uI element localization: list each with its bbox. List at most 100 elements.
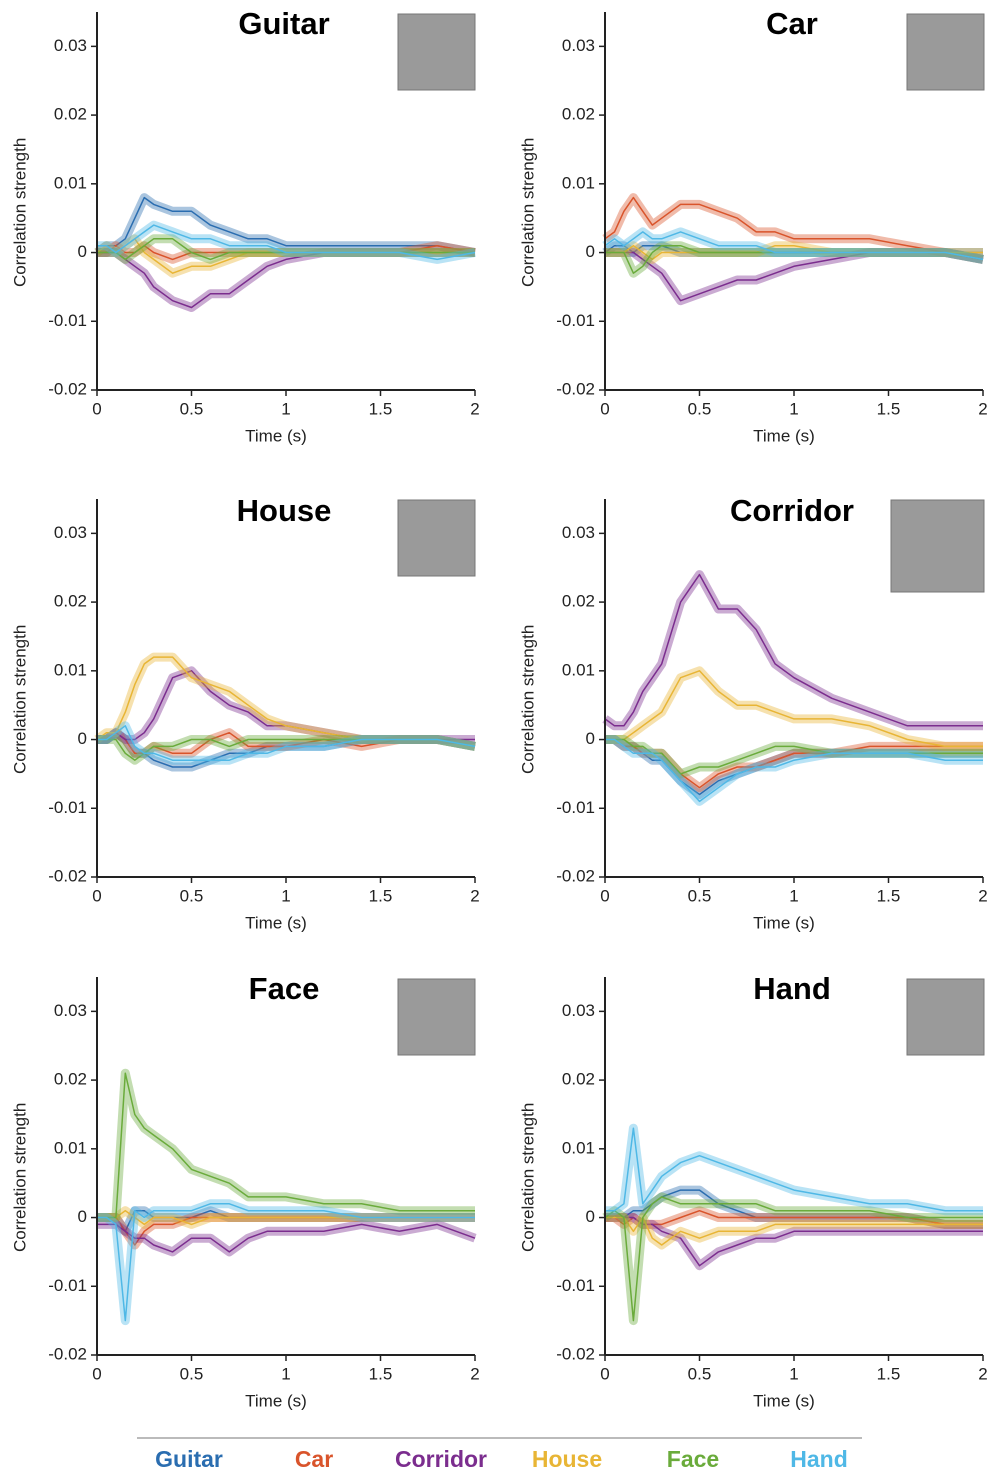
series-line [604, 573, 983, 727]
x-tick-label: 0.5 [688, 886, 712, 905]
thumbnail [906, 13, 985, 91]
y-tick-label: 0.02 [54, 592, 87, 611]
x-tick-label: 0 [92, 399, 101, 418]
y-tick-label: 0 [586, 242, 595, 261]
x-tick-label: 1 [281, 886, 290, 905]
x-axis-label: Time (s) [753, 426, 815, 445]
series-line [605, 1216, 983, 1246]
x-tick-label: 0 [600, 1364, 609, 1383]
x-tick-label: 2 [470, 886, 479, 905]
chart-title: Hand [753, 971, 831, 1006]
y-tick-label: -0.01 [556, 798, 595, 817]
thumbnail [890, 499, 985, 593]
series-line [605, 670, 983, 748]
y-tick-label: 0.02 [54, 1070, 87, 1089]
x-axis-label: Time (s) [753, 913, 815, 932]
x-tick-label: 1.5 [369, 399, 393, 418]
y-axis-label: Correlation strength [10, 138, 29, 287]
series-line [97, 725, 476, 761]
x-tick-label: 0 [92, 886, 101, 905]
x-tick-label: 1 [281, 399, 290, 418]
legend-entry: House [532, 1446, 602, 1472]
series-line [97, 1223, 476, 1253]
y-tick-label: 0.03 [562, 36, 595, 55]
x-axis-label: Time (s) [245, 426, 307, 445]
x-tick-label: 2 [978, 1364, 987, 1383]
y-tick-label: -0.02 [556, 379, 595, 398]
legend-entry: Guitar [155, 1446, 223, 1472]
y-tick-label: -0.02 [48, 866, 87, 885]
x-tick-label: 1 [789, 1364, 798, 1383]
legend-entry: Corridor [395, 1446, 487, 1472]
y-tick-label: 0 [586, 1207, 595, 1226]
y-tick-label: -0.01 [556, 1276, 595, 1295]
y-axis-label: Correlation strength [518, 1103, 537, 1252]
y-tick-label: -0.01 [48, 1276, 87, 1295]
x-axis-label: Time (s) [245, 1391, 307, 1410]
y-tick-label: 0.01 [562, 660, 595, 679]
series-line [96, 196, 476, 254]
x-tick-label: 2 [978, 399, 987, 418]
x-tick-label: 0 [600, 399, 609, 418]
x-tick-label: 0 [600, 886, 609, 905]
y-tick-label: 0 [78, 729, 87, 748]
x-axis-label: Time (s) [753, 1391, 815, 1410]
thumbnail [397, 499, 476, 577]
chart-title: Guitar [238, 6, 329, 41]
y-tick-label: -0.02 [556, 1344, 595, 1363]
legend-entry: Car [295, 1446, 333, 1472]
y-tick-label: 0.01 [54, 660, 87, 679]
thumbnail [397, 978, 476, 1056]
y-tick-label: -0.02 [556, 866, 595, 885]
x-tick-label: 1 [789, 399, 798, 418]
series-band [97, 1068, 475, 1222]
y-axis-label: Correlation strength [10, 1103, 29, 1252]
x-tick-label: 1.5 [877, 1364, 901, 1383]
y-tick-label: 0.03 [54, 1001, 87, 1020]
x-tick-label: 0.5 [688, 399, 712, 418]
y-tick-label: -0.02 [48, 1344, 87, 1363]
y-axis-label: Correlation strength [518, 625, 537, 774]
y-tick-label: 0.02 [562, 1070, 595, 1089]
series-line [604, 231, 984, 261]
y-tick-label: 0.01 [54, 1138, 87, 1157]
y-tick-label: 0 [586, 729, 595, 748]
series-line [604, 1196, 983, 1322]
series-line [605, 1216, 983, 1267]
x-tick-label: 1.5 [877, 399, 901, 418]
x-tick-label: 1.5 [369, 1364, 393, 1383]
series-line [605, 1127, 983, 1212]
y-tick-label: -0.01 [48, 798, 87, 817]
series-line [96, 656, 476, 748]
x-tick-label: 1 [281, 1364, 290, 1383]
y-axis-label: Correlation strength [518, 138, 537, 287]
x-tick-label: 1.5 [877, 886, 901, 905]
y-tick-label: -0.01 [556, 311, 595, 330]
y-tick-label: 0.02 [562, 105, 595, 124]
y-tick-label: 0 [78, 242, 87, 261]
x-tick-label: 1 [789, 886, 798, 905]
y-tick-label: 0.01 [562, 1138, 595, 1157]
y-tick-label: 0.03 [54, 523, 87, 542]
y-tick-label: 0.01 [562, 173, 595, 192]
y-tick-label: 0.02 [562, 592, 595, 611]
x-tick-label: 2 [978, 886, 987, 905]
x-axis-label: Time (s) [245, 913, 307, 932]
y-tick-label: -0.02 [48, 379, 87, 398]
x-tick-label: 2 [470, 399, 479, 418]
y-axis-label: Correlation strength [10, 625, 29, 774]
y-tick-label: 0.03 [562, 523, 595, 542]
thumbnail [906, 978, 985, 1056]
x-tick-label: 0.5 [688, 1364, 712, 1383]
series-band [605, 248, 984, 306]
y-tick-label: 0.01 [54, 173, 87, 192]
x-tick-label: 1.5 [369, 886, 393, 905]
x-tick-label: 2 [470, 1364, 479, 1383]
x-tick-label: 0.5 [180, 1364, 204, 1383]
series-line [97, 1072, 475, 1219]
thumbnails [397, 13, 985, 1056]
series-line [97, 1203, 475, 1322]
chart-title: House [237, 493, 332, 528]
y-tick-label: 0.02 [54, 105, 87, 124]
